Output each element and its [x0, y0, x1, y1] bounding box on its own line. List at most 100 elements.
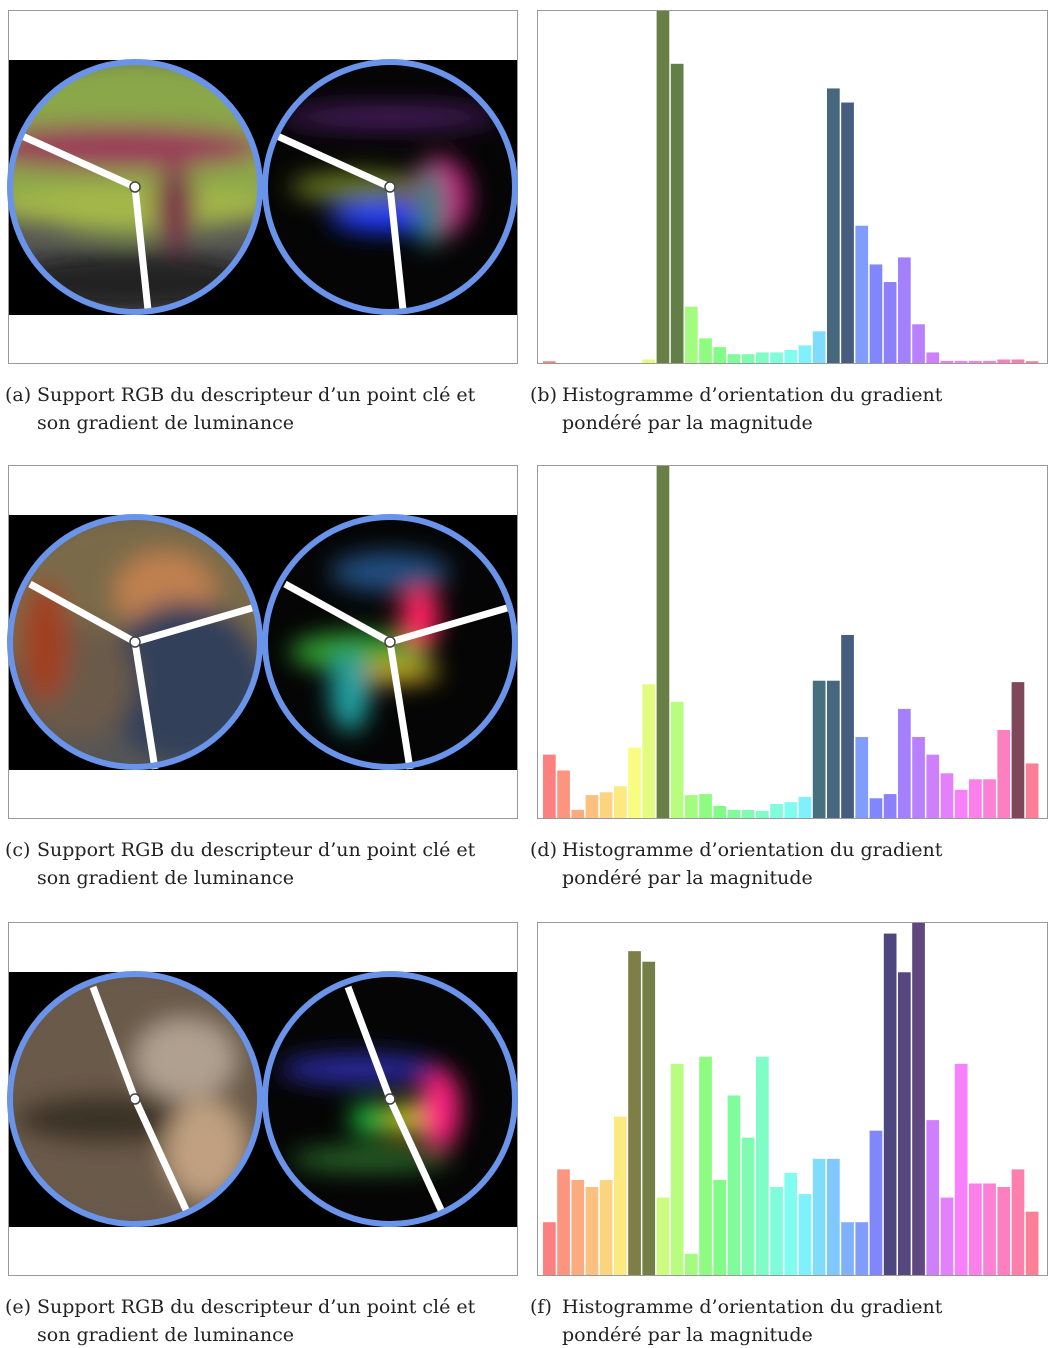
- histogram-bar: [756, 810, 769, 818]
- histogram-bar: [770, 352, 783, 363]
- patch-blobs: [280, 105, 500, 247]
- histogram-bar: [557, 1169, 570, 1275]
- patch: [265, 62, 515, 312]
- histogram-bar: [969, 360, 982, 363]
- histogram-bar: [670, 63, 684, 364]
- histogram-bar: [727, 354, 741, 363]
- histogram-bar: [997, 1187, 1011, 1275]
- orientation-line: [131, 641, 159, 770]
- histogram-bar: [898, 972, 911, 1275]
- histogram-bar: [912, 737, 925, 818]
- caption-text: Histogramme d’orientation du gradient po…: [562, 384, 943, 434]
- histogram-bar: [869, 798, 883, 818]
- patch-blob: [330, 652, 370, 732]
- histogram-bar: [855, 225, 869, 363]
- histogram-bar: [841, 1222, 854, 1275]
- histogram-bar: [543, 361, 556, 363]
- histogram-bar: [855, 1222, 869, 1275]
- caption-text: Histogramme d’orientation du gradient po…: [562, 839, 943, 889]
- caption-label: (e): [5, 1296, 32, 1318]
- keypoint: [384, 636, 396, 648]
- histogram-bar: [599, 792, 613, 818]
- histogram-bar: [727, 1095, 741, 1275]
- histogram-bar: [713, 347, 727, 363]
- histogram-bar: [685, 306, 698, 363]
- histogram-bar: [940, 773, 954, 818]
- orientation-line: [134, 604, 253, 646]
- histogram-bar: [770, 1187, 783, 1275]
- histogram-bar: [1011, 359, 1025, 363]
- histogram-bar: [827, 680, 840, 818]
- histogram-bar: [926, 754, 940, 818]
- histogram-bar: [642, 961, 656, 1275]
- histogram-bar: [642, 359, 656, 363]
- histogram-bar: [656, 11, 670, 363]
- patch-blob: [20, 582, 70, 702]
- patch-border: [7, 59, 263, 315]
- histogram-bar: [543, 1222, 556, 1275]
- histogram-bar: [543, 754, 556, 818]
- histogram-bar: [784, 1172, 798, 1275]
- orientation-line: [18, 131, 137, 191]
- histogram-bar: [940, 1197, 954, 1275]
- caption-text: Support RGB du descripteur d’un point cl…: [37, 384, 476, 434]
- histogram-bar: [1025, 1211, 1039, 1275]
- histogram-bar: [798, 345, 812, 363]
- patch-blobs: [280, 1054, 460, 1171]
- histogram-bar: [997, 730, 1011, 818]
- histogram-bar: [699, 338, 712, 363]
- caption-text: Support RGB du descripteur d’un point cl…: [37, 839, 476, 889]
- histogram-bar: [798, 1194, 812, 1275]
- caption-text: Histogramme d’orientation du gradient po…: [562, 1296, 943, 1346]
- histogram-bar: [983, 779, 996, 818]
- histogram-bar: [883, 933, 897, 1275]
- histogram-bar: [812, 1158, 826, 1275]
- histogram-bar: [954, 789, 968, 818]
- orientation-line: [273, 131, 392, 191]
- histogram-bar: [670, 1063, 684, 1275]
- histogram-bar: [770, 803, 783, 818]
- histogram-bar: [954, 1063, 968, 1275]
- keypoint: [384, 1093, 396, 1105]
- histogram-bar: [1025, 763, 1039, 818]
- caption-text: Support RGB du descripteur d’un point cl…: [37, 1296, 476, 1346]
- histogram-bar: [983, 360, 996, 363]
- patch-border: [262, 514, 518, 770]
- patch-border: [7, 514, 263, 770]
- patch-blob: [290, 172, 430, 202]
- histogram-bar: [912, 324, 925, 363]
- histogram-bar: [983, 1183, 996, 1275]
- histogram-bar: [628, 747, 641, 818]
- patch-blob: [165, 1099, 245, 1199]
- patch-blob: [135, 1019, 235, 1099]
- histogram-bar: [1025, 361, 1039, 363]
- histogram-bar: [997, 359, 1011, 363]
- histogram-bar: [841, 634, 854, 818]
- orientation-line: [386, 641, 414, 770]
- orientation-line: [389, 604, 508, 646]
- caption-label: (f): [530, 1296, 552, 1318]
- histogram-bar: [855, 737, 869, 818]
- histogram-bar: [1011, 682, 1025, 818]
- histogram-bar: [898, 708, 911, 818]
- histogram-bar: [741, 1137, 755, 1275]
- histogram-bar: [713, 1179, 727, 1275]
- patch-blob: [155, 167, 195, 247]
- histogram-bar: [841, 102, 854, 364]
- histogram-bar: [969, 1183, 982, 1275]
- keypoint: [129, 181, 141, 193]
- histogram-bar: [926, 352, 940, 363]
- orientation-line: [28, 580, 137, 646]
- histogram-bar: [670, 701, 684, 818]
- histogram-bar: [954, 360, 968, 363]
- orientation-line: [131, 1097, 191, 1214]
- histogram-bar: [869, 1130, 883, 1275]
- histogram-bar: [756, 352, 769, 363]
- histogram-bar: [741, 354, 755, 363]
- histogram-bar: [883, 282, 897, 363]
- histogram-bar: [926, 1120, 940, 1275]
- histogram-bar: [699, 794, 712, 818]
- caption-label: (b): [530, 384, 557, 406]
- patch-blob: [10, 125, 260, 169]
